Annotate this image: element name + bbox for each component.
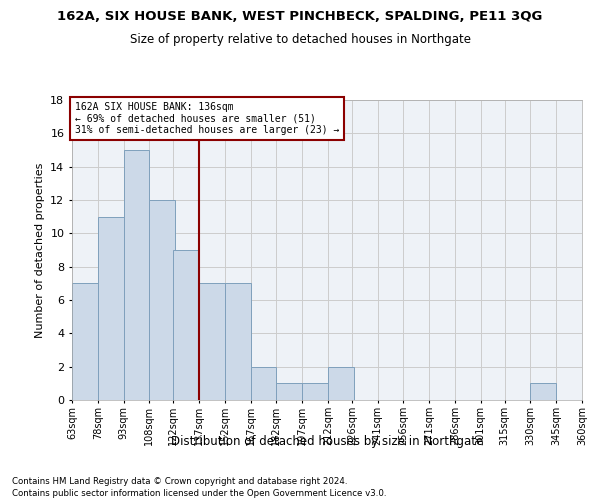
Bar xyxy=(530,384,556,400)
Bar xyxy=(302,384,328,400)
Text: Contains public sector information licensed under the Open Government Licence v3: Contains public sector information licen… xyxy=(12,489,386,498)
Text: Contains HM Land Registry data © Crown copyright and database right 2024.: Contains HM Land Registry data © Crown c… xyxy=(12,478,347,486)
Bar xyxy=(328,366,353,400)
Bar xyxy=(199,284,225,400)
Y-axis label: Number of detached properties: Number of detached properties xyxy=(35,162,44,338)
Bar xyxy=(124,150,149,400)
Bar xyxy=(225,284,251,400)
Text: Distribution of detached houses by size in Northgate: Distribution of detached houses by size … xyxy=(171,435,483,448)
Bar xyxy=(98,216,124,400)
Text: 162A SIX HOUSE BANK: 136sqm
← 69% of detached houses are smaller (51)
31% of sem: 162A SIX HOUSE BANK: 136sqm ← 69% of det… xyxy=(74,102,339,134)
Bar xyxy=(149,200,175,400)
Text: Size of property relative to detached houses in Northgate: Size of property relative to detached ho… xyxy=(130,32,470,46)
Bar xyxy=(277,384,302,400)
Bar xyxy=(173,250,199,400)
Bar xyxy=(72,284,98,400)
Bar xyxy=(251,366,277,400)
Text: 162A, SIX HOUSE BANK, WEST PINCHBECK, SPALDING, PE11 3QG: 162A, SIX HOUSE BANK, WEST PINCHBECK, SP… xyxy=(58,10,542,23)
